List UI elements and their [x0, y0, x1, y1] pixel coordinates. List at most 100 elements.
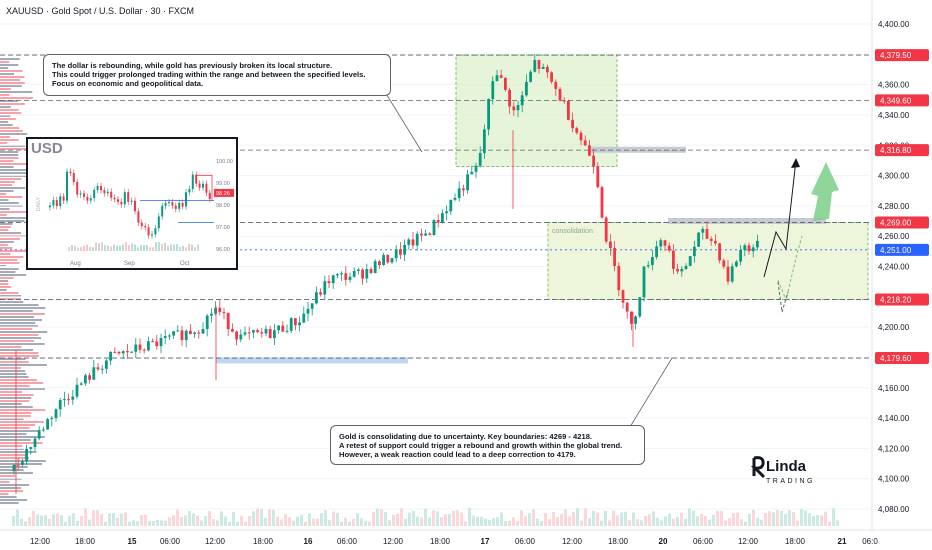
volume-bar: [204, 516, 207, 526]
profile-bar: [0, 262, 20, 264]
profile-bar: [0, 349, 34, 351]
volume-bar: [260, 508, 263, 526]
volume-bar: [12, 515, 15, 526]
resistance-block: [668, 218, 826, 224]
bottom-annotation[interactable]: Gold is consolidating due to uncertainty…: [330, 425, 645, 465]
volume-bar: [40, 515, 43, 526]
inset-price-tick: 96.00: [216, 247, 230, 253]
candle-body: [684, 265, 688, 269]
inset-candle: [168, 202, 170, 204]
volume-bar: [520, 510, 523, 526]
candle-body: [71, 396, 75, 400]
candle-body: [390, 258, 394, 263]
candle-body: [25, 448, 28, 462]
volume-bar: [728, 518, 731, 526]
profile-bar: [0, 298, 21, 300]
candle-body: [436, 220, 440, 223]
candle-body: [756, 240, 759, 248]
profile-bar: [0, 124, 13, 126]
candle-body: [310, 303, 314, 309]
profile-bar: [0, 157, 19, 159]
candle-body: [222, 312, 226, 314]
candle-body: [323, 281, 327, 295]
profile-bar: [0, 394, 34, 396]
candle-body: [193, 332, 196, 334]
volume-bar: [356, 513, 359, 526]
candle-body: [172, 331, 175, 336]
volume-bar: [616, 515, 619, 526]
profile-bar: [0, 103, 25, 105]
profile-bar: [0, 430, 41, 432]
volume-bar: [436, 511, 439, 526]
volume-bar: [36, 514, 39, 526]
volume-bar: [236, 521, 239, 526]
time-tick: 06:0: [862, 537, 878, 546]
candle-body: [29, 447, 33, 449]
candle-body: [667, 245, 671, 251]
profile-bar: [0, 475, 16, 477]
big-bull-arrow: [811, 162, 839, 221]
candle-body: [550, 72, 553, 82]
candle-body: [46, 419, 49, 430]
bottom-note-line: However, a weak reaction could lead to a…: [339, 450, 576, 459]
profile-bar: [0, 109, 19, 111]
inset-volume: [107, 245, 109, 251]
candle-body: [352, 270, 356, 277]
candle-body: [579, 132, 583, 141]
volume-bar: [388, 520, 391, 526]
inset-candle: [69, 171, 72, 173]
price-axis: 4,080.00 4,100.00 4,120.00 4,140.00 4,160.00…: [871, 0, 929, 530]
price-label-bg: [875, 49, 929, 62]
inset-candle: [52, 200, 55, 206]
volume-bar: [336, 512, 339, 526]
profile-bar: [0, 145, 26, 147]
candle-body: [659, 240, 663, 247]
volume-bar: [740, 519, 743, 526]
volume-bar: [116, 517, 119, 526]
volume-bar: [244, 521, 247, 526]
inset-price-tick: 98.00: [216, 203, 230, 209]
top-annotation[interactable]: The dollar is rebounding, while gold has…: [43, 54, 391, 96]
top-note-line: Focus on economic and geopolitical data.: [52, 79, 204, 88]
volume-bar: [480, 516, 483, 526]
alt-projection: [777, 235, 803, 302]
candle-body: [205, 315, 209, 329]
profile-bar: [0, 118, 16, 120]
profile-bar: [0, 484, 30, 486]
bearish-projection: [777, 281, 789, 313]
profile-bar: [0, 226, 11, 228]
profile-bar: [0, 400, 30, 402]
profile-bar: [0, 343, 45, 345]
profile-bar: [0, 370, 26, 372]
inset-volume: [158, 242, 160, 251]
volume-bar: [212, 519, 215, 526]
price-label: 4,349.60: [880, 96, 912, 105]
volume-bar: [676, 517, 679, 526]
inset-volume: [119, 245, 121, 251]
profile-bar: [0, 415, 31, 417]
volume-bar: [308, 513, 311, 526]
volume-bar: [360, 518, 363, 526]
profile-bar: [0, 229, 9, 231]
volume-bar: [296, 516, 299, 526]
volume-bar: [736, 512, 739, 526]
candles: [12, 53, 759, 494]
volume-bar: [180, 516, 183, 526]
volume-bar: [152, 520, 155, 526]
volume-bar: [352, 518, 355, 526]
candle-body: [138, 344, 142, 350]
price-label: 4,379.50: [880, 51, 912, 60]
inset-candle: [120, 201, 123, 205]
candle-body: [676, 268, 679, 272]
price-label-bg: [875, 94, 929, 107]
profile-bar: [0, 304, 39, 306]
volume-bar: [516, 520, 519, 526]
candle-body: [730, 266, 734, 282]
candle-body: [554, 81, 558, 89]
volume-bar: [748, 513, 751, 526]
volume-bar: [412, 510, 415, 526]
profile-bar: [0, 487, 21, 489]
inset-candle: [59, 196, 62, 207]
candle-body: [180, 330, 184, 340]
